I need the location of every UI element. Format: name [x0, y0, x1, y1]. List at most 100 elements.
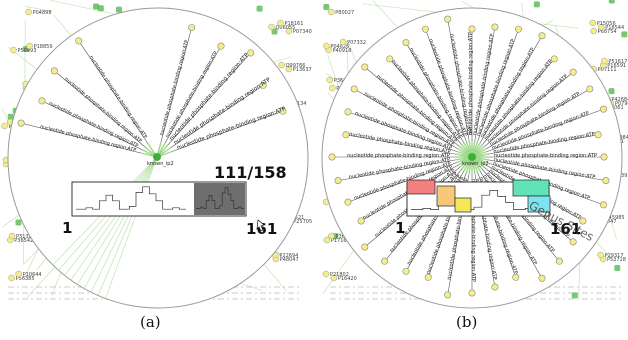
- spoke-b-8-end-node: [595, 132, 601, 138]
- bg-label-text: P80027: [335, 10, 354, 16]
- bg-label-text: P42684: [611, 97, 628, 103]
- bg-label: P07332: [340, 39, 366, 46]
- bg-label-node: [9, 233, 15, 239]
- region-orange[interactable]: [437, 186, 455, 206]
- bg-node: [621, 31, 627, 37]
- bg-node: [534, 1, 540, 7]
- spoke-b-19-end-node: [444, 292, 450, 298]
- bg-label-node: [16, 271, 22, 277]
- bg-label-text: P07340: [293, 29, 312, 35]
- panel-a: P04898P07340P50993P13637P54709P54710P050…: [2, 0, 313, 308]
- spoke-b-9-end-node: [601, 154, 607, 160]
- spoke-b-9-label: nucleotide phosphate-binding region:ATP: [494, 153, 597, 159]
- spoke-b-23-end-node: [362, 244, 368, 250]
- bg-label-node: [340, 39, 346, 45]
- bg-label-node: [323, 43, 329, 49]
- bg-node: [98, 5, 104, 11]
- spoke-b-6-end-node: [587, 86, 593, 92]
- spoke-b-14-end-node: [556, 258, 562, 264]
- bg-label-node: [26, 9, 32, 15]
- bg-label-node: [328, 9, 334, 15]
- axis-start-a: 1: [62, 219, 72, 237]
- bg-label-node: [590, 20, 596, 26]
- bg-node: [15, 219, 21, 225]
- bg-label: P15056: [590, 20, 616, 27]
- bg-label-text: P22694: [279, 253, 298, 259]
- range-counter: 111/158: [214, 163, 287, 182]
- region-teal[interactable]: [513, 180, 549, 196]
- bg-label-text: P15056: [597, 21, 616, 27]
- bg-label: P18161: [277, 20, 303, 27]
- spoke-b-25-end-node: [345, 199, 351, 205]
- bg-label: P29317: [598, 252, 624, 259]
- bg-node: [323, 4, 329, 10]
- bg-label-text: P04898: [33, 10, 52, 16]
- bg-node: [614, 265, 620, 271]
- bg-node: [116, 7, 122, 13]
- bg-label-text: P29317: [605, 253, 624, 259]
- spoke-b-34-end-node: [422, 26, 428, 32]
- spoke-b-27-label: nucleotide phosphate-binding region:ATP: [347, 153, 450, 159]
- selection-range-a[interactable]: [194, 183, 245, 215]
- bg-label: P04898: [26, 9, 52, 16]
- spoke-b-21-end-node: [403, 268, 409, 274]
- spoke-a-7-end-node: [51, 68, 57, 74]
- bg-label: P80027: [328, 9, 354, 16]
- bg-node: [609, 0, 615, 4]
- spoke-b-26-end-node: [335, 177, 341, 183]
- spoke-a-0-end-node: [218, 43, 224, 49]
- spoke-b-22-end-node: [381, 258, 387, 264]
- spoke-b-15-end-node: [539, 275, 545, 281]
- spoke-a-8-end-node: [76, 38, 82, 44]
- region-yellow[interactable]: [455, 198, 471, 212]
- bg-label-node: [279, 62, 285, 68]
- bg-label-node: [329, 85, 335, 91]
- spoke-a-1-end-node: [188, 24, 194, 30]
- bg-label-node: [601, 58, 607, 64]
- spoke-b-16-end-node: [513, 274, 519, 280]
- axis-start-b: 1: [395, 219, 405, 237]
- spoke-b-7-end-node: [600, 106, 606, 112]
- bg-label-node: [269, 24, 275, 30]
- bg-label-node: [591, 28, 597, 34]
- spoke-b-10-end-node: [603, 177, 609, 183]
- spoke-b-2-end-node: [515, 26, 521, 32]
- bg-label-node: [10, 47, 16, 53]
- bg-label-node: [323, 271, 329, 277]
- spoke-b-13-end-node: [570, 239, 576, 245]
- center-node-a-label: known_ip2: [147, 161, 174, 167]
- spoke-b-5-end-node: [570, 69, 576, 75]
- caption-a: (a): [140, 313, 161, 331]
- bg-label-node: [598, 252, 604, 258]
- bg-label-node: [9, 275, 15, 281]
- bg-label: P21802: [323, 271, 349, 278]
- bg-label-text: P51617: [608, 59, 627, 65]
- bg-label: P51617: [601, 58, 627, 65]
- spoke-b-3-end-node: [539, 33, 545, 39]
- spoke-b-33-end-node: [403, 39, 409, 45]
- bg-label: P18859: [27, 43, 53, 50]
- bg-label-node: [277, 20, 283, 26]
- center-node-b-label: known_ip2: [462, 161, 489, 167]
- spoke-b-27-end-node: [329, 154, 335, 160]
- bg-label-text: P18161: [284, 21, 303, 27]
- center-node-b: [468, 153, 476, 161]
- bg-label: P10644: [16, 271, 42, 278]
- bg-label-node: [328, 233, 334, 239]
- spoke-b-29-end-node: [345, 109, 351, 115]
- bg-label-node: [327, 77, 333, 83]
- spoke-b-31-end-node: [362, 64, 368, 70]
- spoke-b-17-end-node: [492, 284, 498, 290]
- bg-node: [257, 6, 263, 12]
- bg-label-text: Q99766: [286, 63, 306, 69]
- bg-label: P50993: [10, 47, 36, 54]
- spoke-b-18-end-node: [469, 290, 475, 296]
- bg-label: P22694: [272, 252, 298, 259]
- spoke-a-5-end-node: [18, 120, 24, 126]
- bg-label-node: [2, 123, 8, 129]
- bg-label: Q99766: [279, 62, 306, 69]
- spoke-b-11-end-node: [600, 202, 606, 208]
- region-red[interactable]: [407, 180, 435, 194]
